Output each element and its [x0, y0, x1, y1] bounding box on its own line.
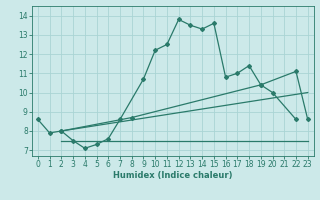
X-axis label: Humidex (Indice chaleur): Humidex (Indice chaleur): [113, 171, 233, 180]
